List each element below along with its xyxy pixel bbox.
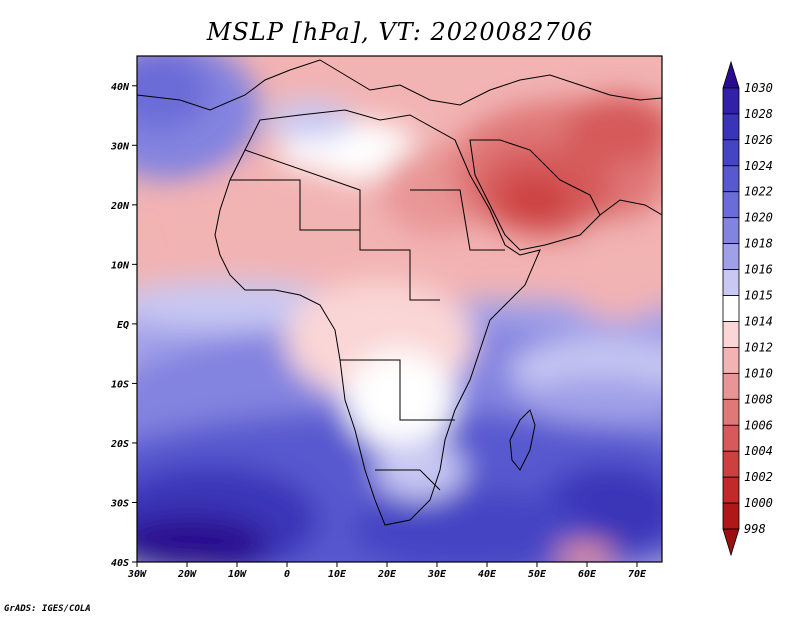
colorbar-label: 998 (744, 522, 766, 536)
lat-tick-label: 40S (111, 558, 129, 569)
colorbar-label: 1014 (744, 314, 773, 328)
colorbar-swatch (722, 113, 740, 141)
colorbar-label: 1008 (744, 392, 773, 406)
colorbar-label: 1026 (744, 133, 773, 147)
lat-tick-label: 10N (111, 260, 130, 271)
lon-tick-label: 70E (628, 569, 647, 580)
colorbar-label: 1024 (744, 159, 773, 173)
colorbar-swatch (722, 243, 740, 270)
lat-tick-label: 30S (110, 498, 129, 509)
lat-tick-label: EQ (117, 320, 129, 331)
lon-tick-label: 50E (528, 569, 547, 580)
colorbar-label: 1028 (744, 107, 773, 121)
lon-tick-label: 20W (177, 569, 197, 580)
lon-tick-label: 60E (578, 569, 597, 580)
colorbar-swatch (722, 528, 740, 557)
colorbar-swatch (722, 321, 740, 348)
lon-tick-label: 20E (377, 569, 397, 580)
lon-tick-label: 30E (427, 569, 447, 580)
colorbar-swatch (722, 60, 740, 89)
footer-credit: GrADS: IGES/COLA (4, 604, 91, 614)
pressure-field (137, 56, 662, 562)
colorbar-label: 1022 (744, 185, 773, 199)
colorbar: 1030 1028 1026 1024 1022 1020 1018 1016 1015 1014… (722, 60, 773, 557)
lat-tick-label: 10S (111, 379, 129, 390)
lat-tick-label: 20N (110, 201, 130, 212)
map-frame (136, 55, 663, 563)
colorbar-swatch (722, 476, 740, 504)
colorbar-label: 1004 (744, 444, 773, 458)
colorbar-swatch (722, 165, 740, 193)
longitude-axis: 30W 20W 10W 0 10E 20E 30E 40E 50E 60E 70E (127, 562, 647, 580)
coastlines (137, 59, 662, 526)
colorbar-label: 1002 (744, 470, 773, 484)
colorbar-label: 1006 (744, 418, 773, 432)
colorbar-label: 1016 (744, 263, 773, 277)
colorbar-label: 1000 (744, 496, 773, 510)
lon-tick-label: 30W (127, 569, 147, 580)
colorbar-swatch (722, 502, 740, 530)
colorbar-swatch (722, 191, 740, 219)
colorbar-swatch (722, 217, 740, 245)
lon-tick-label: 40E (478, 569, 497, 580)
lat-tick-label: 20S (110, 439, 129, 450)
latitude-axis: 40S 30S 20S 10S EQ 10N 20N 30N 40N (110, 82, 137, 569)
colorbar-swatch (722, 139, 740, 167)
colorbar-swatch (722, 372, 740, 400)
colorbar-label: 1012 (744, 340, 773, 354)
colorbar-swatch (722, 450, 740, 478)
lat-tick-label: 30N (110, 141, 130, 152)
colorbar-swatch (722, 269, 740, 296)
colorbar-swatch (722, 424, 740, 452)
lon-tick-label: 10E (328, 569, 347, 580)
colorbar-swatch (722, 87, 740, 115)
colorbar-swatch (722, 295, 740, 322)
colorbar-label: 1010 (744, 366, 773, 380)
colorbar-label: 1030 (744, 81, 773, 95)
colorbar-swatch (722, 347, 740, 374)
lat-tick-label: 40N (111, 82, 130, 93)
colorbar-label: 1020 (744, 211, 773, 225)
lon-tick-label: 0 (284, 569, 290, 580)
colorbar-label: 1018 (744, 237, 773, 251)
lon-tick-label: 10W (228, 569, 247, 580)
map-title: MSLP [hPa], VT: 2020082706 (206, 18, 594, 46)
colorbar-label: 1015 (744, 289, 773, 303)
colorbar-swatch (722, 398, 740, 426)
